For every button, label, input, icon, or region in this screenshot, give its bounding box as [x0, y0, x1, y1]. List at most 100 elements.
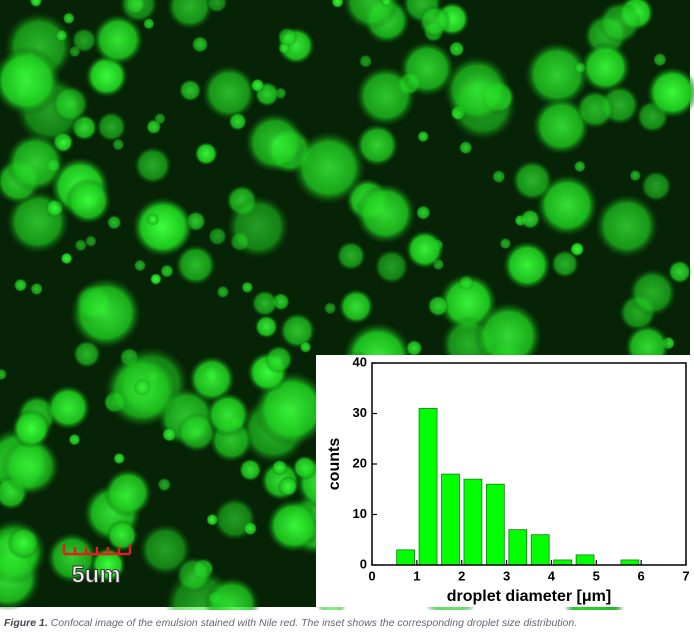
droplet	[594, 193, 659, 259]
y-axis-label: counts	[326, 438, 343, 491]
droplet	[292, 131, 366, 205]
x-tick-label: 7	[682, 568, 689, 583]
x-tick-label: 1	[413, 568, 420, 583]
bar	[553, 559, 573, 566]
droplet	[13, 278, 28, 293]
droplet	[106, 519, 139, 552]
bar	[508, 529, 528, 566]
droplet	[106, 215, 122, 230]
droplet	[405, 339, 423, 357]
droplet	[175, 244, 217, 286]
droplet	[133, 146, 172, 185]
droplet	[7, 526, 41, 560]
droplet	[138, 523, 192, 576]
droplet	[146, 213, 160, 226]
droplet	[640, 170, 672, 202]
droplet	[244, 112, 306, 173]
droplet	[299, 341, 312, 354]
droplet	[491, 169, 506, 184]
y-tick-label: 10	[353, 506, 367, 521]
scale-bar: 5um	[62, 544, 132, 589]
droplet	[652, 52, 667, 67]
droplet	[277, 26, 298, 48]
bar	[620, 559, 640, 566]
droplet	[646, 66, 694, 119]
caption-text: Confocal image of the emulsion stained w…	[50, 617, 578, 629]
droplet	[191, 35, 209, 53]
droplet	[133, 259, 147, 272]
droplet	[323, 301, 337, 315]
bar	[530, 534, 550, 566]
droplet	[474, 301, 543, 371]
droplet	[92, 13, 144, 66]
caption-label: Figure 1.	[4, 617, 48, 629]
droplet	[266, 498, 321, 553]
droplet	[427, 294, 450, 318]
droplet	[628, 268, 677, 317]
droplet	[250, 78, 265, 93]
droplet	[264, 344, 294, 374]
droplet	[55, 29, 68, 42]
droplet	[251, 289, 279, 317]
droplet	[380, 0, 393, 8]
bar	[418, 408, 438, 566]
droplet	[338, 288, 374, 325]
droplet	[29, 0, 43, 8]
droplet	[74, 238, 88, 252]
droplet	[228, 112, 248, 131]
droplet	[355, 123, 399, 167]
droplet	[175, 556, 212, 593]
y-tick-label: 40	[353, 354, 367, 369]
droplet	[336, 240, 367, 271]
x-tick-label: 4	[548, 568, 556, 583]
x-tick-label: 3	[503, 568, 510, 583]
droplet	[292, 455, 318, 481]
droplet	[153, 112, 166, 125]
droplet	[458, 140, 473, 155]
droplet	[524, 41, 590, 108]
droplet	[574, 61, 587, 74]
droplet	[60, 252, 73, 265]
droplet	[0, 368, 8, 381]
droplet	[157, 477, 172, 492]
droplet	[535, 173, 599, 237]
y-tick-label: 20	[353, 455, 367, 470]
droplet	[149, 273, 162, 286]
droplet	[194, 141, 219, 166]
droplet	[575, 89, 616, 130]
droplet	[358, 54, 373, 69]
droplet	[277, 476, 299, 497]
droplet	[499, 237, 512, 250]
droplet	[142, 17, 155, 30]
droplet	[243, 521, 258, 536]
droplet	[629, 169, 642, 182]
droplet	[279, 312, 316, 349]
droplet	[355, 65, 417, 127]
droplet	[71, 27, 97, 54]
droplet	[65, 178, 112, 225]
droplet	[418, 5, 451, 38]
droplet	[161, 427, 177, 443]
bar	[396, 549, 416, 566]
droplet	[131, 196, 193, 258]
droplet	[417, 130, 430, 143]
droplet	[68, 433, 81, 446]
x-tick-label: 5	[593, 568, 600, 583]
droplet	[373, 249, 410, 285]
droplet	[11, 408, 52, 449]
droplet	[1, 436, 61, 496]
droplet	[511, 159, 554, 202]
droplet	[207, 226, 228, 246]
droplet	[0, 46, 62, 116]
droplet	[226, 195, 290, 259]
bar	[441, 473, 460, 566]
x-tick-label: 2	[458, 568, 465, 583]
droplet	[443, 55, 511, 124]
droplet	[206, 0, 228, 14]
x-axis-label: droplet diameter [μm]	[447, 588, 611, 605]
droplet	[113, 452, 126, 465]
droplet	[90, 547, 126, 583]
